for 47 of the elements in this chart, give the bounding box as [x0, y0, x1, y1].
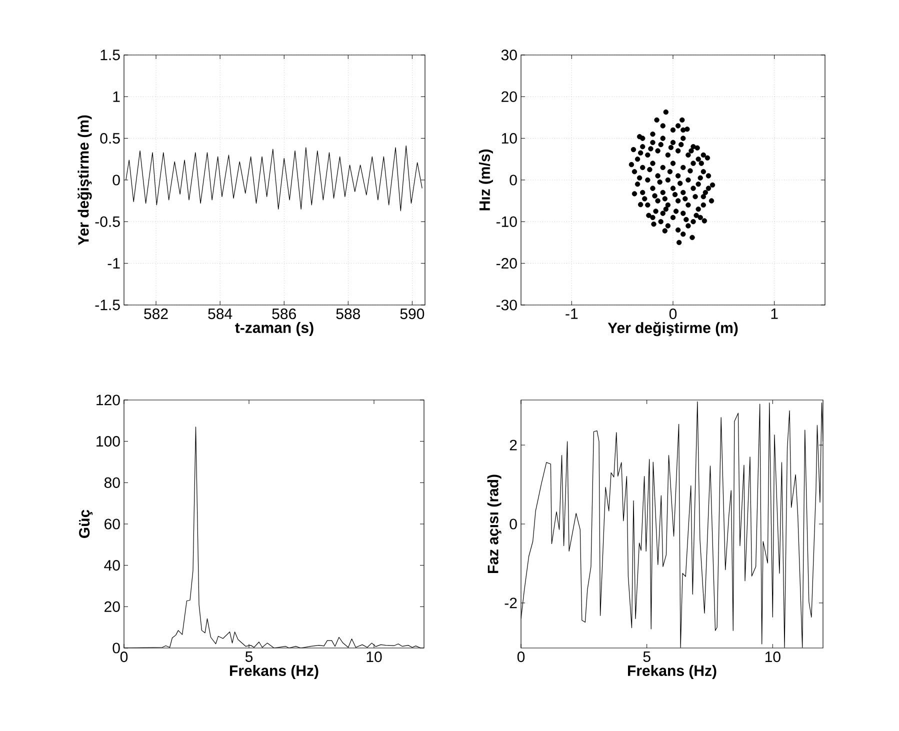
- x-tick-label: 0: [517, 652, 525, 662]
- line-series: [521, 401, 824, 648]
- y-tick-label: 0: [112, 174, 120, 186]
- y-tick-label: 10: [502, 133, 517, 144]
- y-axis-title: Güç: [79, 510, 93, 538]
- x-tick-label: 0: [669, 308, 677, 320]
- x-tick-label: 5: [245, 652, 253, 662]
- x-tick-label: 590: [400, 308, 424, 320]
- y-tick-label: 1.5: [100, 50, 120, 60]
- x-tick-label: 586: [272, 308, 296, 320]
- x-tick-label: 5: [643, 652, 650, 662]
- y-axis-title: Yer değiştirme (m): [78, 115, 92, 246]
- x-axis-title: t-zaman (s): [235, 322, 314, 336]
- y-axis-title: Hız (m/s): [478, 150, 493, 210]
- y-axis-title: Faz açısı (rad): [487, 474, 502, 574]
- x-tick-label: 1: [771, 308, 778, 319]
- y-tick-label: 0: [112, 642, 120, 654]
- y-tick-label: 0.5: [100, 133, 120, 144]
- x-tick-label: 10: [366, 652, 382, 662]
- y-tick-label: 2: [510, 440, 517, 450]
- x-tick-label: 582: [144, 308, 168, 320]
- y-tick-label: -10: [496, 216, 517, 227]
- y-tick-label: -30: [496, 300, 517, 310]
- x-tick-label: 584: [208, 308, 232, 320]
- y-tick-label: 0: [510, 518, 517, 530]
- y-tick-label: 60: [104, 518, 120, 530]
- y-tick-label: 20: [104, 601, 120, 612]
- y-tick-label: -0.5: [95, 216, 120, 227]
- y-tick-label: 120: [96, 394, 120, 406]
- x-axis-title: Yer değiştirme (m): [608, 322, 738, 336]
- x-axis-title: Frekans (Hz): [230, 664, 318, 679]
- y-tick-label: 40: [104, 560, 120, 571]
- x-tick-label: 10: [765, 652, 780, 662]
- y-tick-label: -20: [496, 258, 517, 269]
- y-tick-label: -2: [504, 598, 517, 608]
- x-tick-label: 0: [120, 652, 128, 662]
- y-tick-label: 1: [113, 92, 120, 102]
- y-tick-label: 100: [96, 436, 120, 447]
- x-tick-label: 588: [336, 308, 360, 320]
- y-tick-label: -1.5: [95, 300, 120, 310]
- y-tick-label: 30: [501, 50, 517, 60]
- y-tick-label: 20: [502, 91, 517, 102]
- y-tick-label: -1: [108, 258, 120, 268]
- x-axis-title: Frekans (Hz): [628, 664, 716, 679]
- y-tick-label: 80: [104, 477, 120, 488]
- x-tick-label: -1: [566, 308, 578, 319]
- y-tick-label: 0: [510, 174, 517, 186]
